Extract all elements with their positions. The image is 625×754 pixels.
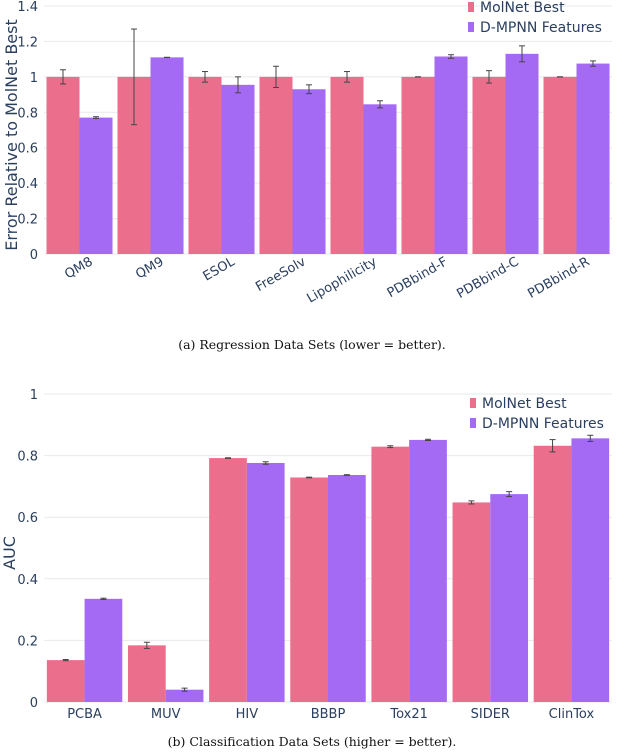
x-tick-label: PCBA [67, 707, 102, 722]
y-tick-label: 0.8 [17, 450, 38, 465]
y-tick-label: 0.4 [17, 573, 38, 588]
bar-dmpnn-pdbbind-f [434, 56, 468, 254]
x-tick-label: QM8 [62, 254, 95, 282]
bar-dmpnn-pdbbind-r [576, 63, 610, 255]
bar-molnet-lipophilicity [330, 76, 364, 254]
y-axis-title: AUC [0, 536, 19, 570]
y-tick-label: 0.2 [17, 213, 38, 228]
bar-molnet-clintox [533, 445, 572, 702]
y-tick-label: 0 [30, 248, 38, 263]
bar-molnet-esol [188, 76, 222, 254]
x-tick-label: FreeSolv [253, 254, 308, 295]
bar-molnet-bbbp [290, 477, 328, 702]
x-tick-label: SIDER [471, 707, 510, 722]
bar-dmpnn-hiv [246, 462, 285, 702]
chart-classification: 0 0.2 0.4 0.6 0.8 1 PCBA MUV HIV BBBP Tox21 SIDER Cl… [0, 388, 612, 722]
bar-dmpnn-pcba [84, 598, 123, 702]
legend-swatch-molnet [470, 398, 476, 408]
bar-molnet-tox21 [371, 446, 410, 702]
bar-dmpnn-lipophilicity [363, 104, 397, 254]
bar-dmpnn-bbbp [328, 475, 366, 702]
x-tick-label: ClinTox [549, 707, 595, 722]
legend-label-dmpnn: D-MPNN Features [480, 20, 602, 36]
y-tick-label: 1 [30, 71, 38, 86]
x-tick-label: ESOL [201, 254, 239, 284]
y-axis-title: Error Relative to MolNet Best [2, 19, 21, 250]
bar-molnet-hiv [209, 458, 247, 702]
bar-molnet-pdbbind-r [543, 76, 577, 254]
x-tick-label: HIV [236, 707, 259, 722]
y-tick-label: 0.6 [17, 511, 38, 526]
legend-swatch-molnet [468, 2, 474, 12]
x-tick-label: MUV [151, 707, 181, 722]
chart-regression: 0 0.2 0.4 0.6 0.8 1 1.2 1.4 QM8 QM9 ESOL FreeSolvLi… [2, 0, 612, 306]
x-tick-label: PDBbind-F [385, 254, 451, 301]
bar-molnet-freesolv [259, 76, 293, 254]
x-tick-label: QM9 [133, 254, 166, 282]
figure-caption: (b) Classification Data Sets (higher = b… [168, 734, 457, 749]
y-tick-label: 1.4 [17, 0, 38, 15]
legend-label-molnet: MolNet Best [480, 0, 565, 16]
y-tick-label: 0.4 [17, 177, 38, 192]
y-tick-label: 0 [30, 696, 38, 711]
y-tick-label: 0.8 [17, 106, 38, 121]
legend-swatch-dmpnn [470, 418, 476, 428]
bar-dmpnn-freesolv [292, 89, 326, 254]
bar-molnet-muv [127, 645, 166, 702]
bar-dmpnn-esol [221, 84, 255, 254]
bar-molnet-qm8 [46, 76, 80, 254]
bar-molnet-pdbbind-f [401, 76, 435, 254]
x-tick-label: PDBbind-C [454, 254, 521, 301]
bar-molnet-pdbbind-c [472, 76, 506, 254]
bar-molnet-pcba [46, 660, 85, 702]
x-tick-label: PDBbind-R [525, 254, 592, 301]
x-tick-label: Lipophilicity [305, 254, 380, 306]
bar-dmpnn-qm9 [150, 57, 184, 254]
bar-dmpnn-tox21 [409, 439, 447, 702]
y-tick-label: 0.6 [17, 142, 38, 157]
legend-swatch-dmpnn [468, 22, 474, 32]
x-tick-label: BBBP [311, 707, 346, 722]
bar-dmpnn-clintox [571, 438, 610, 702]
y-tick-label: 0.2 [17, 634, 38, 649]
bar-dmpnn-muv [165, 689, 204, 702]
bar-dmpnn-sider [490, 494, 529, 702]
bar-dmpnn-pdbbind-c [505, 53, 539, 255]
legend: MolNet Best D-MPNN Features [468, 0, 602, 36]
legend-label-dmpnn: D-MPNN Features [482, 416, 604, 432]
legend: MolNet Best D-MPNN Features [470, 396, 604, 432]
legend-label-molnet: MolNet Best [482, 396, 567, 412]
bar-molnet-sider [452, 502, 491, 702]
figure-caption: (a) Regression Data Sets (lower = better… [178, 337, 446, 352]
x-tick-label: Tox21 [389, 707, 428, 722]
bar-dmpnn-qm8 [79, 117, 113, 254]
y-tick-label: 1 [30, 388, 38, 403]
y-tick-label: 1.2 [17, 35, 38, 50]
